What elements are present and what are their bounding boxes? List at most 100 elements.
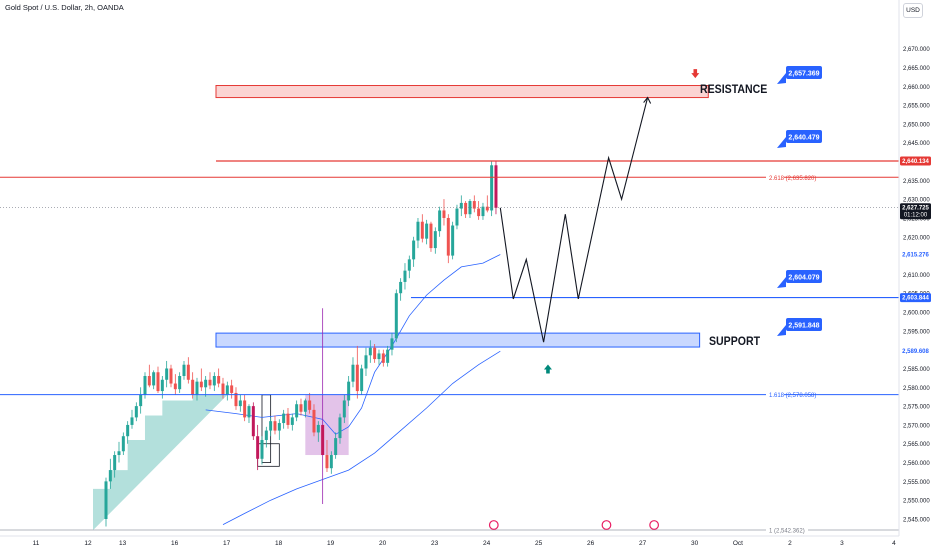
candle-body xyxy=(152,372,156,386)
candle-body xyxy=(347,381,351,401)
ma-slow-axis-badge-bg xyxy=(900,346,931,356)
candle-body xyxy=(312,409,316,433)
sell-arrow-icon xyxy=(691,69,700,79)
currency-selector[interactable]: USD xyxy=(903,3,923,18)
candle-body xyxy=(199,381,203,388)
candle-body xyxy=(204,379,208,388)
price-tick-label: 2,630.000 xyxy=(903,198,930,204)
time-tick-label: 30 xyxy=(691,540,699,547)
candle-body xyxy=(429,223,433,249)
candle-body xyxy=(247,406,251,418)
time-tick-label: 11 xyxy=(33,540,40,547)
candle-body xyxy=(334,438,338,456)
candle-body xyxy=(368,347,372,356)
candle-body xyxy=(243,400,247,418)
candle-body xyxy=(104,481,108,519)
price-tick-label: 2,660.000 xyxy=(903,85,930,91)
candle-body xyxy=(442,210,446,218)
candle-body xyxy=(412,240,416,260)
resistance-zone xyxy=(215,85,709,99)
price-tick-label: 2,575.000 xyxy=(903,405,930,411)
candle-body xyxy=(238,400,242,407)
candle-body xyxy=(377,353,381,360)
candle-body xyxy=(130,417,134,425)
ma-slow-line xyxy=(222,350,501,525)
candle-body xyxy=(156,372,160,392)
candle-body xyxy=(338,417,342,439)
candle-body xyxy=(173,383,177,390)
time-tick-label: 4 xyxy=(892,540,896,547)
time-tick-label: 23 xyxy=(431,540,439,547)
time-tick-label: 19 xyxy=(327,540,335,547)
time-tick-label: 3 xyxy=(840,540,844,547)
candle-body xyxy=(386,349,390,363)
price-tick-label: 2,570.000 xyxy=(903,423,930,429)
candle-body xyxy=(381,353,385,363)
candle-body xyxy=(178,376,182,390)
candle-body xyxy=(251,406,255,437)
fib-level-label: 1.618 (2,578.058) xyxy=(769,393,816,399)
candle-body xyxy=(286,413,290,425)
price-tick-label: 2,650.000 xyxy=(903,122,930,128)
time-axis-panel[interactable] xyxy=(0,536,899,550)
time-tick-label: 17 xyxy=(223,540,231,547)
candle-body xyxy=(425,223,429,239)
current-price-axis-badge-text: 2,627.725 xyxy=(902,206,929,212)
blue-level-price-callout-box xyxy=(786,270,822,283)
candle-body xyxy=(390,338,394,350)
candles-layer xyxy=(104,161,498,527)
candle-body xyxy=(477,208,481,217)
ma-slow-axis-badge-text: 2,589.608 xyxy=(902,349,929,355)
price-axis-panel[interactable] xyxy=(899,0,932,550)
candle-body xyxy=(472,201,476,209)
candle-body xyxy=(321,424,325,456)
trend-area xyxy=(93,394,228,531)
levels-layer: 2.618 (2,635.820) 1.618 (2,578.058) 1 (2,5… xyxy=(0,160,899,535)
candle-body xyxy=(329,455,333,469)
price-tick-label: 2,625.000 xyxy=(903,216,930,222)
candle-body xyxy=(234,392,238,407)
candle-body xyxy=(420,221,424,239)
candle-body xyxy=(416,221,420,241)
fib-level-label: 2.618 (2,635.820) xyxy=(769,176,816,182)
blue-level-axis-badge-text: 2,603.844 xyxy=(902,296,929,302)
candle-body xyxy=(446,217,450,256)
candle-body xyxy=(186,364,190,380)
candle-body xyxy=(485,206,489,211)
candle-body xyxy=(407,259,411,271)
time-tick-label: 16 xyxy=(171,540,179,547)
candle-body xyxy=(134,406,138,418)
price-tick-label: 2,670.000 xyxy=(903,47,930,53)
current-price-axis-badge-bg xyxy=(900,203,931,220)
buy-arrow-icon xyxy=(543,364,552,374)
price-tick-label: 2,545.000 xyxy=(903,518,930,524)
candle-body xyxy=(299,404,303,412)
dividend-event-icon xyxy=(488,520,499,530)
us-flag-event-icon xyxy=(601,520,612,530)
support-label: SUPPORT xyxy=(709,334,761,348)
time-tick-label: Oct xyxy=(733,540,743,547)
time-tick-label: 13 xyxy=(119,540,127,547)
price-tick-label: 2,645.000 xyxy=(903,141,930,147)
price-tick-label: 2,595.000 xyxy=(903,329,930,335)
candle-body xyxy=(295,404,299,418)
ma-fast-axis-badge-text: 2,615.276 xyxy=(902,253,929,259)
candle-body xyxy=(165,368,169,380)
time-tick-label: 24 xyxy=(483,540,491,547)
candle-body xyxy=(117,451,121,456)
candle-body xyxy=(316,424,320,433)
red-level-axis-badge-bg xyxy=(900,156,931,166)
candle-body xyxy=(113,455,117,471)
candle-body xyxy=(455,208,459,226)
candle-body xyxy=(403,270,407,282)
candle-body xyxy=(269,421,273,431)
candle-body xyxy=(212,376,216,386)
current-price-axis-badge-countdown: 01:12:00 xyxy=(904,213,928,219)
candle-body xyxy=(169,368,173,384)
resistance-price-callout-box xyxy=(786,66,822,79)
candle-body xyxy=(121,436,125,452)
ma-fast-axis-badge-bg xyxy=(900,250,931,260)
candle-body xyxy=(325,455,329,469)
